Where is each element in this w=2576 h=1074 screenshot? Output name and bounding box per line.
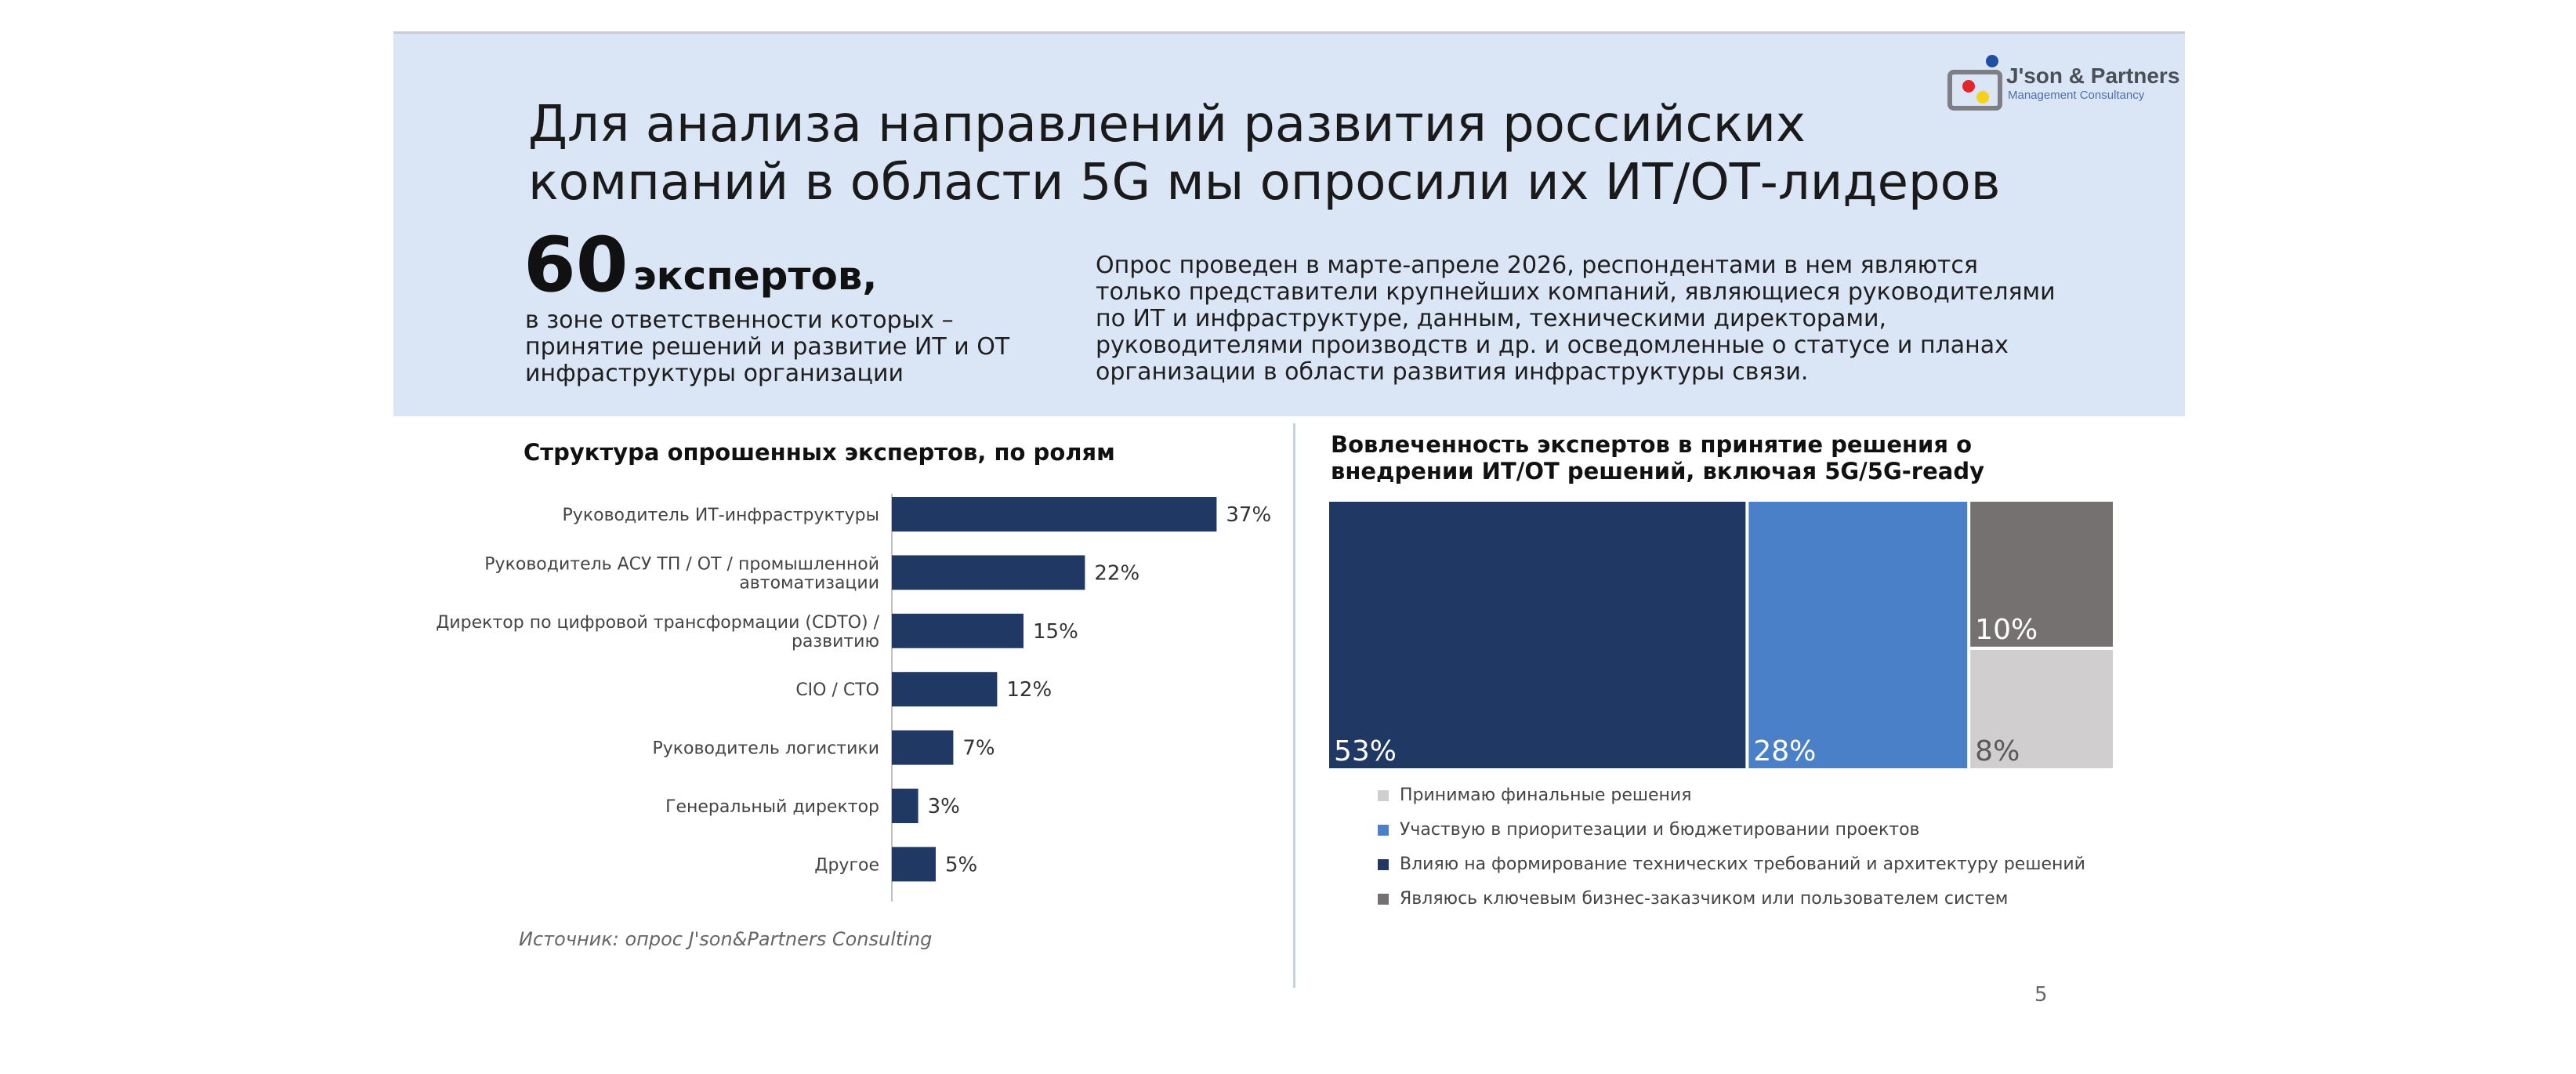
bar [892,613,1024,648]
company-logo [1947,55,2002,111]
category-label: CIO / CTO [795,680,879,700]
bar-value-label: 15% [1033,620,1078,644]
category-label-line: Руководитель ИТ-инфраструктуры [563,506,879,525]
treemap-tile-label: 28% [1753,735,1816,767]
category-label: Руководитель логистики [652,739,879,759]
legend-label: Участвую в приоритезации и бюджетировани… [1400,820,1920,840]
experts-desc-line-2: принятие решений и развитие ИТ и ОТ [525,333,1010,361]
experts-unit: экспертов, [633,253,878,299]
bar-value-label: 12% [1006,678,1052,702]
legend-label: Влияю на формирование технических требов… [1400,854,2085,874]
bar [892,847,936,882]
treemap-tile-label: 8% [1975,735,2020,767]
logo-blue-dot-icon [1986,55,1998,67]
top-divider [393,31,2185,34]
roles-bar-chart: 37% Руководитель ИТ-инфраструктуры 22% Руко… [436,494,1271,902]
category-label-line: развитию [792,632,879,651]
survey-line-4: руководителями производств и др. и освед… [1096,332,2009,359]
logo-red-dot-icon [1962,80,1975,93]
logo-text: J'son & Partners [2006,63,2180,88]
legend-swatch [1378,825,1389,836]
legend-swatch [1378,859,1389,870]
category-label-line: Руководитель логистики [652,739,879,759]
experts-desc-line-3: инфраструктуры организации [525,360,904,387]
category-label: Руководитель ИТ-инфраструктуры [563,506,879,525]
bar [892,789,918,823]
survey-line-3: по ИТ и инфраструктуре, данным, техничес… [1096,305,1886,332]
category-label-line: Другое [814,855,879,875]
category-label: Генеральный директор [665,797,879,817]
survey-line-2: только представители крупнейших компаний… [1096,278,2056,306]
roles-chart-title: Структура опрошенных экспертов, по ролям [524,439,1115,466]
treemap-tile [1748,502,1968,768]
logo-yellow-dot-icon [1976,91,1989,103]
category-label-line: автоматизации [739,573,879,593]
experts-desc-line-1: в зоне ответственности которых – [525,307,954,334]
involvement-title-line-2: внедрении ИТ/ОТ решений, включая 5G/5G-r… [1331,458,1984,484]
bar-value-label: 7% [962,737,995,760]
title-line-1: Для анализа направлений развития российс… [528,96,1806,154]
bar-value-label: 5% [945,853,977,876]
legend-swatch [1378,790,1389,801]
legend-label: Являюсь ключевым бизнес-заказчиком или п… [1400,889,2009,909]
header-band [393,34,2185,416]
bar [892,672,998,707]
title-line-2: компаний в области 5G мы опросили их ИТ/… [528,154,2001,212]
experts-count: 60 [524,221,629,309]
bar [892,497,1217,532]
logo-frame-icon [1947,70,2002,111]
bar [892,730,954,765]
category-label: Другое [814,855,879,875]
involvement-title-line-1: Вовлеченность экспертов в принятие решен… [1331,431,1973,458]
survey-line-1: Опрос проведен в марте-апреле 2026, респ… [1096,252,1978,279]
treemap-tile-label: 53% [1334,735,1397,767]
treemap-tile [1970,649,2113,768]
involvement-treemap: 53% 28% 10% 8% [1329,502,2113,768]
involvement-chart-title: Вовлеченность экспертов в принятие решен… [1331,431,2036,484]
category-label-line: Генеральный директор [665,797,879,817]
survey-description: Опрос проведен в марте-апреле 2026, респ… [1096,252,2067,386]
category-label-line: Руководитель АСУ ТП / ОТ / промышленной [484,554,879,574]
legend-swatch [1378,894,1389,905]
category-label: Руководитель АСУ ТП / ОТ / промышленной а… [484,554,879,593]
bar [892,555,1085,590]
vertical-divider [1293,423,1295,988]
category-label-line: CIO / CTO [795,680,879,700]
page-number: 5 [2034,983,2048,1007]
source-note: Источник: опрос J'son&Partners Consultin… [519,928,933,950]
category-label: Директор по цифровой трансформации (CDTO… [436,613,879,651]
logo-subtext: Management Consultancy [2008,89,2145,102]
experts-description: в зоне ответственности которых – приняти… [525,307,1027,387]
bar-value-label: 3% [928,795,960,818]
slide: Для анализа направлений развития российс… [393,31,2185,1043]
page-title: Для анализа направлений развития российс… [528,96,2096,212]
legend-label: Принимаю финальные решения [1400,786,1692,805]
bar-value-label: 37% [1226,503,1271,527]
treemap-tile-label: 10% [1975,614,2038,646]
treemap-tile [1970,502,2113,647]
treemap-tile [1329,502,1746,768]
bar-value-label: 22% [1094,561,1139,585]
category-label-line: Директор по цифровой трансформации (CDTO… [436,613,879,633]
survey-line-5: организации в области развития инфрастру… [1096,358,1809,386]
